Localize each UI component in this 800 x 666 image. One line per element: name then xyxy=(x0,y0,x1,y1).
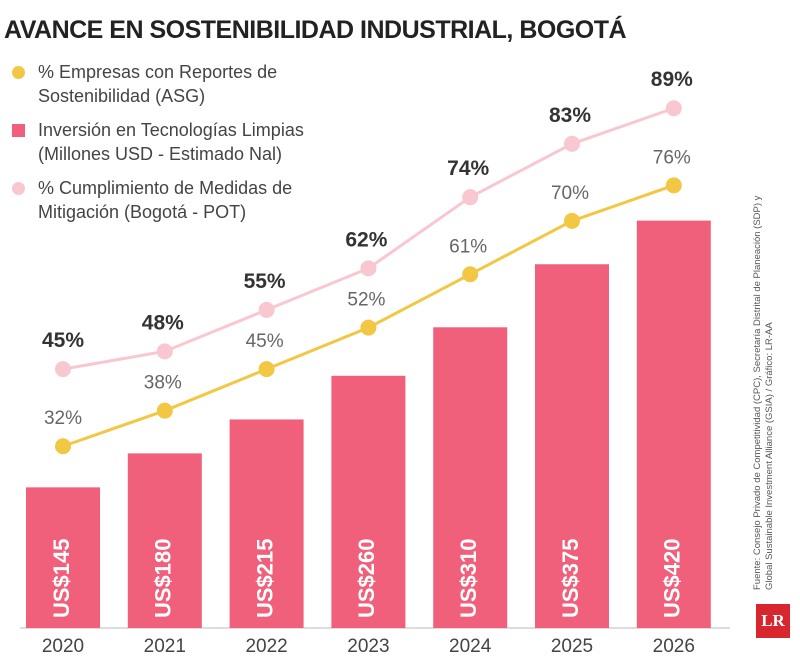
x-tick-label: 2024 xyxy=(449,636,492,657)
point xyxy=(462,266,479,283)
legend-entry: Inversión en Tecnologías Limpias (Millon… xyxy=(8,118,338,166)
point-value-label: 61% xyxy=(449,236,487,257)
bar-value-label: US$375 xyxy=(558,538,583,618)
point xyxy=(564,212,580,229)
point-value-label: 52% xyxy=(347,290,385,311)
logo: LR xyxy=(756,604,790,638)
point xyxy=(156,402,173,419)
x-tick-label: 2026 xyxy=(653,636,695,657)
point xyxy=(55,361,71,378)
bar-value-label: US$180 xyxy=(151,538,176,618)
point-value-label: 48% xyxy=(142,311,184,334)
legend-marker xyxy=(12,66,25,79)
x-tick-label: 2022 xyxy=(245,636,287,657)
point-value-label: 89% xyxy=(651,68,693,91)
bar-value-label: US$310 xyxy=(456,538,481,618)
legend-entry: % Empresas con Reportes de Sostenibilida… xyxy=(8,60,338,108)
point xyxy=(360,319,377,336)
point xyxy=(258,301,275,318)
point-value-label: 76% xyxy=(653,147,691,168)
legend-label: Inversión en Tecnologías Limpias (Millon… xyxy=(38,120,304,164)
x-tick-label: 2021 xyxy=(144,636,186,657)
bar xyxy=(636,220,711,628)
point-value-label: 32% xyxy=(44,408,82,429)
point xyxy=(55,438,71,455)
legend-label: % Cumplimiento de Medidas de Mitigación … xyxy=(38,178,293,222)
source-note: Fuente: Consejo Privado de Competitivida… xyxy=(752,195,775,590)
point-value-label: 70% xyxy=(551,183,589,204)
point xyxy=(462,189,479,206)
legend: % Empresas con Reportes de Sostenibilida… xyxy=(8,60,368,234)
point xyxy=(258,361,275,378)
bar xyxy=(229,419,304,628)
legend-marker xyxy=(12,124,25,137)
bar-value-label: US$145 xyxy=(49,538,74,618)
point-value-label: 55% xyxy=(244,270,286,293)
x-tick-label: 2023 xyxy=(347,636,389,657)
point-value-label: 83% xyxy=(549,104,591,127)
point-value-label: 45% xyxy=(42,329,84,352)
bar xyxy=(433,327,508,628)
legend-marker xyxy=(12,182,25,195)
bar xyxy=(331,375,406,628)
bar xyxy=(26,487,100,628)
x-tick-label: 2025 xyxy=(551,636,593,657)
chart-title: AVANCE EN SOSTENIBILIDAD INDUSTRIAL, BOG… xyxy=(4,16,627,44)
point-value-label: 74% xyxy=(447,157,489,180)
point xyxy=(360,260,377,277)
point xyxy=(665,100,682,117)
point-value-label: 45% xyxy=(246,331,284,352)
legend-label: % Empresas con Reportes de Sostenibilida… xyxy=(38,62,278,106)
bar xyxy=(535,264,609,628)
legend-entry: % Cumplimiento de Medidas de Mitigación … xyxy=(8,176,338,224)
point-value-label: 62% xyxy=(345,228,387,251)
bar-value-label: US$215 xyxy=(252,538,277,618)
point xyxy=(665,177,682,194)
bar-value-label: US$260 xyxy=(354,538,379,618)
bar-value-label: US$420 xyxy=(660,538,685,618)
point-value-label: 38% xyxy=(144,373,182,394)
bar xyxy=(127,453,202,628)
x-tick-label: 2020 xyxy=(42,636,84,657)
point xyxy=(564,135,580,152)
point xyxy=(156,343,173,360)
